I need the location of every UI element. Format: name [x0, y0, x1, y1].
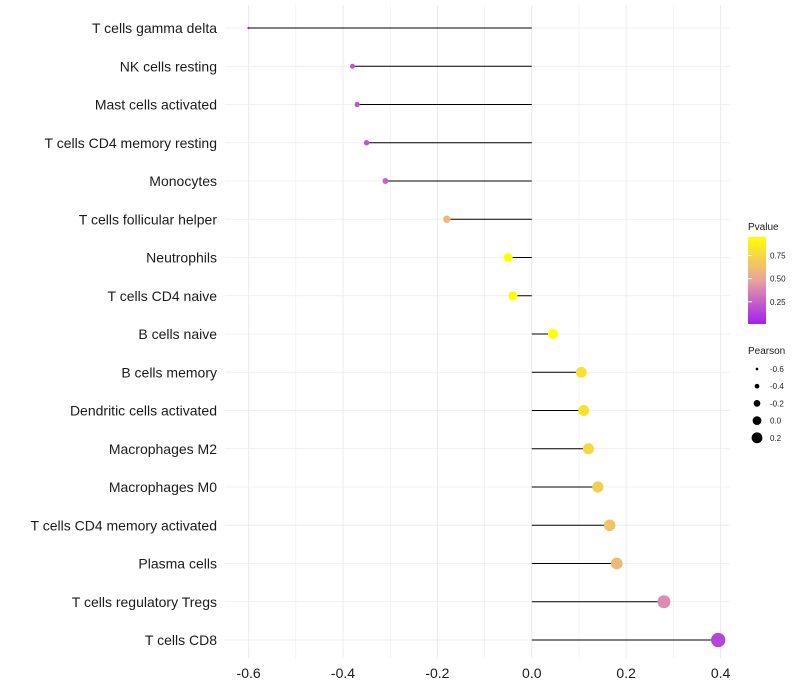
stems	[248, 27, 719, 641]
size-legend-dot	[755, 367, 759, 371]
size-legend-label: 0.2	[770, 434, 782, 443]
x-tick-label: -0.6	[237, 665, 261, 681]
category-label: Dendritic cells activated	[70, 403, 217, 419]
category-labels: T cells gamma delta NK cells resting Mast …	[31, 20, 218, 648]
data-point	[610, 557, 623, 570]
size-legend-label: 0.0	[770, 417, 782, 426]
pearson-legend: Pearson -0.6 -0.4 -0.2 0.0 0.2	[748, 346, 785, 444]
data-point	[443, 215, 451, 223]
data-point	[711, 632, 726, 648]
data-point	[575, 366, 587, 378]
data-point	[349, 63, 355, 69]
x-axis-tick-labels: -0.6 -0.4 -0.2 0.0 0.2 0.4	[237, 665, 731, 681]
size-legend-dot	[751, 432, 763, 444]
category-label: Mast cells activated	[95, 97, 217, 113]
category-label: Monocytes	[149, 173, 217, 189]
size-legend-label: -0.6	[770, 365, 784, 374]
data-point	[503, 253, 513, 262]
data-point	[592, 481, 604, 493]
category-label: B cells naive	[138, 326, 217, 342]
category-label: Macrophages M0	[109, 479, 217, 495]
colorbar-tick-label: 0.50	[770, 275, 786, 284]
category-label: Macrophages M2	[109, 441, 217, 457]
pvalue-legend: Pvalue 0.25 0.50 0.75	[748, 222, 786, 324]
category-label: T cells CD4 memory resting	[45, 135, 217, 151]
pearson-legend-title: Pearson	[748, 346, 785, 357]
category-label: T cells CD4 naive	[108, 288, 218, 304]
size-legend-dot	[752, 416, 762, 425]
points	[247, 26, 726, 648]
data-point	[578, 405, 590, 416]
category-label: NK cells resting	[120, 58, 217, 74]
data-point	[582, 443, 594, 455]
size-legend-dot	[753, 400, 761, 407]
x-tick-label: 0.0	[522, 665, 542, 681]
x-tick-label: 0.4	[711, 665, 731, 681]
size-legend-label: -0.2	[770, 399, 784, 408]
grid-lines	[225, 5, 730, 658]
data-point	[363, 140, 370, 146]
data-point	[657, 595, 671, 609]
category-label: T cells gamma delta	[92, 20, 217, 36]
pvalue-colorbar	[748, 237, 766, 324]
x-tick-label: -0.2	[425, 665, 449, 681]
data-point	[508, 291, 518, 301]
category-label: T cells regulatory Tregs	[72, 594, 217, 610]
colorbar-tick-label: 0.25	[770, 298, 786, 307]
data-point	[247, 26, 250, 30]
size-legend-label: -0.4	[770, 382, 784, 391]
colorbar-tick-label: 0.75	[770, 252, 786, 261]
category-label: T cells follicular helper	[79, 211, 218, 227]
data-point	[354, 101, 360, 108]
category-label: T cells CD8	[145, 632, 217, 648]
category-label: T cells CD4 memory activated	[31, 517, 217, 533]
size-legend-dot	[754, 383, 760, 389]
data-point	[603, 519, 616, 532]
x-tick-label: -0.4	[331, 665, 355, 681]
data-point	[382, 178, 389, 184]
data-point	[547, 328, 559, 340]
category-label: B cells memory	[121, 364, 217, 380]
x-tick-label: 0.2	[616, 665, 636, 681]
pvalue-legend-title: Pvalue	[748, 222, 779, 233]
category-label: Neutrophils	[146, 250, 217, 266]
category-label: Plasma cells	[138, 556, 217, 572]
